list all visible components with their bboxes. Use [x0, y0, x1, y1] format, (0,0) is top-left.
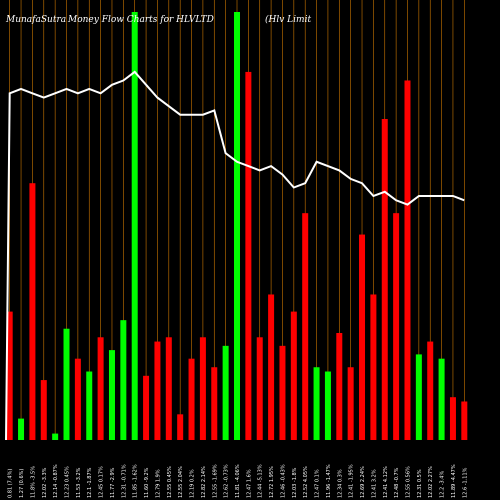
chart-bar — [381, 119, 388, 440]
chart-bar — [188, 358, 195, 440]
chart-bar — [74, 358, 81, 440]
chart-bar — [393, 213, 400, 440]
chart-bar — [336, 333, 343, 440]
chart-bar — [279, 345, 286, 440]
x-tick-label: 12.82 2.14% — [201, 466, 207, 498]
x-tick-label: 12.41 -1.95% — [349, 464, 355, 498]
chart-bar — [256, 337, 263, 440]
x-tick-label: 12.31 -0.71% — [121, 464, 127, 498]
x-tick-label: 11.89 -4.47% — [451, 464, 457, 498]
x-tick-label: 12.14 -0.87% — [53, 464, 59, 498]
x-tick-label: 11.96 -1.47% — [326, 464, 332, 498]
chart-bar — [108, 350, 115, 440]
x-tick-label: 11.81 -4.06% — [235, 464, 241, 498]
chart-bar — [222, 345, 229, 440]
x-tick-label: 12.69 2.24% — [360, 466, 366, 498]
money-flow-line — [5, 70, 465, 441]
x-tick-label: 12.47 0.1% — [315, 469, 321, 498]
x-tick-label: 11.85 -1.62% — [133, 464, 139, 498]
chart-bar — [370, 294, 377, 440]
chart-bar — [211, 367, 218, 440]
x-tick-label: 12.41 4.12% — [383, 466, 389, 498]
x-tick-label: 11.60 -9.2% — [144, 467, 150, 498]
x-tick-label: 12.55 0.45% — [167, 466, 173, 498]
chart-bar — [86, 371, 93, 440]
x-tick-label: 12.72 1.95% — [269, 466, 275, 498]
x-tick-label: 11.8% -3.5% — [30, 466, 36, 498]
chart-bar — [52, 433, 59, 440]
chart-bar — [29, 183, 36, 440]
chart-bar — [404, 80, 411, 440]
chart-bar — [177, 414, 184, 440]
x-tick-label: 12.41 3.2% — [371, 469, 377, 498]
x-tick-label: 12.48 -0.7% — [394, 467, 400, 498]
chart-bar — [18, 418, 25, 440]
x-tick-label: 12.44 -5.13% — [258, 464, 264, 498]
chart-bar — [302, 213, 309, 440]
chart-bar — [40, 380, 47, 440]
chart-bar — [120, 320, 127, 440]
chart-bar — [234, 12, 240, 440]
x-tick-label: 12.02 2.27% — [428, 466, 434, 498]
x-tick-label: 1.27 (0.6%) — [19, 469, 25, 498]
x-tick-label: 12.79 1.9% — [155, 469, 161, 498]
x-tick-label: 12.02 -3.3% — [42, 467, 48, 498]
x-tick-label: 12.45 0.17% — [99, 466, 105, 498]
x-tick-label: 0.81 (7.4%) — [8, 469, 14, 498]
chart-bar — [461, 401, 468, 440]
header-company: (Hlv Limit — [265, 14, 311, 25]
x-tick-label: 12.55 2.04% — [178, 466, 184, 498]
x-tick-label: 12.52 4.05% — [303, 466, 309, 498]
chart-bar — [245, 71, 252, 441]
chart-bar — [199, 337, 206, 440]
chart-title: Money Flow Charts for HLVLTD — [67, 15, 214, 25]
chart-bar — [313, 367, 320, 440]
x-tick-label: 12.47 1.6% — [246, 469, 252, 498]
chart-bar — [63, 328, 70, 440]
x-tick-label: 12.2 -3.4% — [440, 471, 446, 498]
chart-bar — [6, 311, 13, 440]
chart-bar — [324, 371, 331, 440]
x-tick-label: 12.34 0.3% — [337, 469, 343, 498]
x-tick-label: 12.23 0.45% — [65, 466, 71, 498]
x-axis-labels: 0.81 (7.4%) 1.27 (0.6%) 11.8% -3.5% 12.02 -… — [8, 464, 469, 498]
x-tick-label: 12.55 -1.69% — [212, 464, 218, 498]
chart-bar — [154, 341, 161, 440]
chart-bar — [415, 354, 422, 440]
x-tick-label: 12.55 0.56% — [405, 466, 411, 498]
x-tick-label: 12.62 -0.73% — [224, 464, 230, 498]
x-tick-label: 12.19 0.2% — [190, 469, 196, 498]
x-tick-label: 12.6 -1.11% — [462, 467, 468, 498]
x-tick-label: 11.77 -2.9% — [110, 467, 116, 498]
x-tick-label: 12.46 -0.43% — [280, 464, 286, 498]
chart-bar — [165, 337, 172, 440]
bar-series — [6, 12, 468, 441]
header-brand: MunafaSutra — [5, 15, 66, 25]
chart-bar — [143, 375, 150, 440]
x-tick-label: 12.31 0.5% — [417, 469, 423, 498]
x-tick-label: 11.53 -3.2% — [76, 467, 82, 498]
x-tick-label: 12.03 -1.8% — [292, 467, 298, 498]
chart-bar — [427, 341, 434, 440]
chart-bar — [97, 337, 104, 440]
chart-bar — [131, 12, 138, 440]
chart-bar — [438, 358, 445, 440]
chart-bar — [290, 311, 297, 440]
chart-bar — [347, 367, 354, 440]
x-tick-label: 12.1 -1.87% — [87, 467, 93, 498]
chart-bar — [449, 397, 456, 440]
chart-bar — [268, 294, 275, 440]
chart-bar — [359, 234, 366, 440]
